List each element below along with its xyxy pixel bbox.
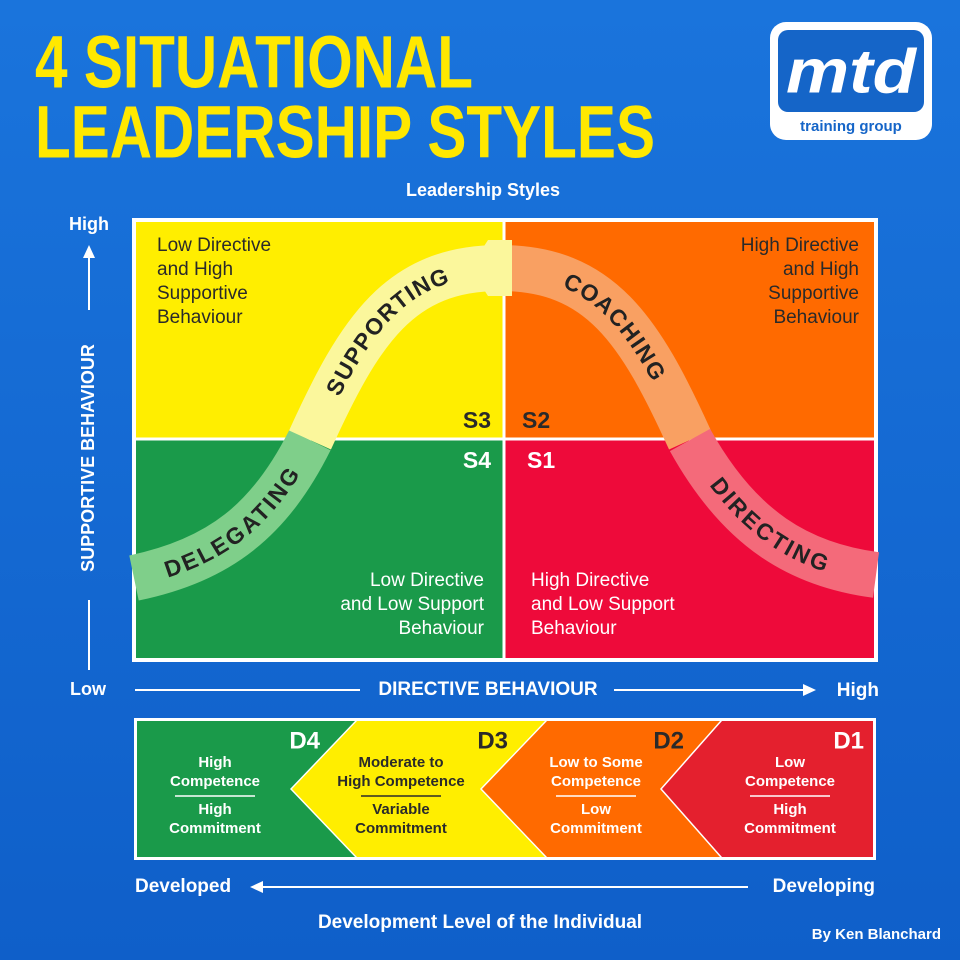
level-code: D1: [833, 727, 864, 754]
curve-arrowhead: [470, 240, 512, 296]
level-chevron: [482, 721, 720, 857]
style-code: S3: [463, 407, 491, 433]
description-line: Low Directive: [370, 570, 484, 591]
development-level: D3 Moderate to High Competence Variable …: [337, 727, 508, 837]
title-line: LEADERSHIP STYLES: [35, 91, 655, 174]
commitment-line: Commitment: [744, 820, 836, 837]
competence-line: Competence: [170, 773, 260, 790]
arrowhead: [803, 684, 816, 696]
description-line: Behaviour: [773, 307, 859, 328]
y-axis-low: Low: [70, 679, 107, 699]
description-line: and High: [783, 259, 859, 280]
style-code: S1: [527, 447, 555, 473]
logo-panel: [778, 30, 924, 112]
competence-line: Competence: [745, 773, 835, 790]
x-axis-label: DIRECTIVE BEHAVIOUR: [378, 679, 598, 700]
developed-label: Developed: [135, 876, 231, 897]
description-line: Behaviour: [531, 618, 617, 639]
competence-line: High: [198, 754, 231, 771]
description-line: High Directive: [741, 235, 859, 256]
y-axis-label: SUPPORTIVE BEHAVIOUR: [78, 344, 98, 572]
development-level: D2 Low to Some Competence Low Commitment: [549, 727, 684, 837]
commitment-line: Variable: [372, 801, 430, 818]
x-axis-high: High: [837, 680, 879, 701]
logo-tagline: training group: [800, 118, 902, 135]
developing-label: Developing: [773, 876, 875, 897]
level-chevron: [662, 721, 873, 857]
development-level: D4 High Competence High Commitment: [169, 727, 320, 837]
credit: By Ken Blanchard: [812, 926, 941, 943]
description-line: Behaviour: [398, 618, 484, 639]
description-line: High Directive: [531, 570, 649, 591]
description-line: and Low Support: [531, 594, 675, 615]
level-code: D2: [653, 727, 684, 754]
quadrant-description: High Directive and High Supportive Behav…: [741, 235, 860, 328]
quadrant-description: Low Directive and High Supportive Behavi…: [157, 235, 271, 328]
description-line: Supportive: [157, 283, 248, 304]
style-code: S4: [463, 447, 491, 473]
commitment-line: High: [198, 801, 231, 818]
level-code: D3: [477, 727, 508, 754]
commitment-line: Commitment: [355, 820, 447, 837]
level-chevron: [292, 721, 545, 857]
commitment-line: High: [773, 801, 806, 818]
description-line: and High: [157, 259, 233, 280]
description-line: and Low Support: [340, 594, 484, 615]
style-code: S2: [522, 407, 550, 433]
development-level: D1 Low Competence High Commitment: [744, 727, 864, 837]
level-code: D4: [289, 727, 320, 754]
arrowhead: [250, 881, 263, 893]
matrix-frame: [132, 218, 878, 662]
quadrant-description: High Directive and Low Support Behaviour: [531, 570, 675, 639]
competence-line: Low to Some: [549, 754, 642, 771]
competence-line: Competence: [551, 773, 641, 790]
competence-line: Low: [775, 754, 805, 771]
commitment-line: Commitment: [169, 820, 261, 837]
quadrant-description: Low Directive and Low Support Behaviour: [340, 570, 484, 639]
description-line: Behaviour: [157, 307, 243, 328]
level-chevron: [137, 721, 355, 857]
arrowhead: [83, 245, 95, 258]
matrix-title: Leadership Styles: [406, 180, 560, 200]
competence-line: Moderate to: [358, 754, 443, 771]
description-line: Supportive: [768, 283, 859, 304]
title-line: 4 SITUATIONAL: [35, 21, 473, 104]
logo-mark: mtd: [786, 37, 917, 106]
development-caption: Development Level of the Individual: [318, 912, 642, 933]
competence-line: High Competence: [337, 773, 465, 790]
commitment-line: Low: [581, 801, 611, 818]
y-axis-high: High: [69, 214, 109, 234]
logo: mtd training group: [770, 22, 932, 140]
description-line: Low Directive: [157, 235, 271, 256]
commitment-line: Commitment: [550, 820, 642, 837]
